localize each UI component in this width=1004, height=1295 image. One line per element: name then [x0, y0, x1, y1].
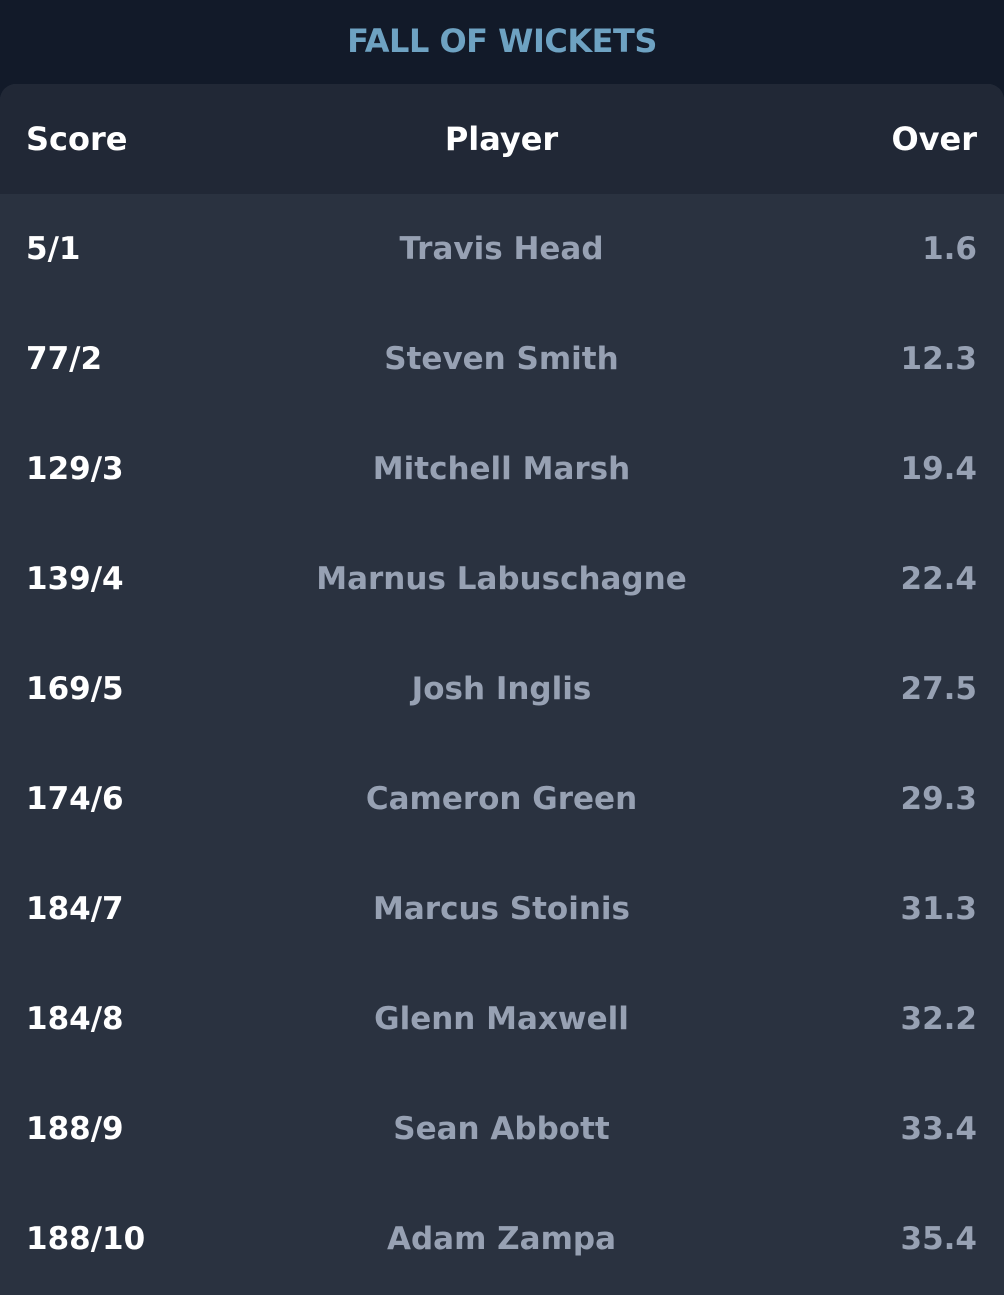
over-cell: 33.4: [900, 1111, 978, 1147]
column-header-player: Player: [444, 120, 559, 158]
player-cell: Josh Inglis: [411, 671, 592, 707]
over-cell: 35.4: [900, 1221, 978, 1257]
score-cell: 169/5: [26, 671, 124, 707]
player-cell: Adam Zampa: [386, 1221, 616, 1257]
table-row: 129/3 Mitchell Marsh 19.4: [0, 414, 1004, 524]
title-bar: FALL OF WICKETS: [0, 0, 1004, 84]
column-header-over: Over: [891, 120, 977, 158]
fall-of-wickets-table: Score Player Over 5/1 Travis Head 1.6 77…: [0, 84, 1004, 1295]
over-cell: 29.3: [900, 781, 978, 817]
table-row: 174/6 Cameron Green 29.3: [0, 744, 1004, 854]
table-row: 184/8 Glenn Maxwell 32.2: [0, 964, 1004, 1074]
player-cell: Sean Abbott: [393, 1111, 610, 1147]
over-cell: 27.5: [900, 671, 978, 707]
over-cell: 31.3: [900, 891, 978, 927]
table-row: 5/1 Travis Head 1.6: [0, 194, 1004, 304]
score-cell: 77/2: [26, 341, 103, 377]
score-cell: 5/1: [26, 231, 81, 267]
score-cell: 129/3: [26, 451, 124, 487]
over-cell: 1.6: [922, 231, 977, 267]
over-cell: 12.3: [900, 341, 978, 377]
table-row: 169/5 Josh Inglis 27.5: [0, 634, 1004, 744]
over-cell: 19.4: [900, 451, 978, 487]
table-row: 77/2 Steven Smith 12.3: [0, 304, 1004, 414]
player-cell: Steven Smith: [384, 341, 619, 377]
column-header-score: Score: [26, 120, 128, 158]
player-cell: Mitchell Marsh: [372, 451, 631, 487]
player-cell: Marnus Labuschagne: [316, 561, 687, 597]
score-cell: 188/9: [26, 1111, 124, 1147]
table-header: Score Player Over: [0, 84, 1004, 194]
table-row: 188/9 Sean Abbott 33.4: [0, 1074, 1004, 1184]
over-cell: 22.4: [900, 561, 978, 597]
score-cell: 188/10: [26, 1221, 146, 1257]
player-cell: Travis Head: [399, 231, 604, 267]
over-cell: 32.2: [900, 1001, 978, 1037]
score-cell: 184/8: [26, 1001, 124, 1037]
table-row: 139/4 Marnus Labuschagne 22.4: [0, 524, 1004, 634]
player-cell: Glenn Maxwell: [374, 1001, 629, 1037]
score-cell: 139/4: [26, 561, 124, 597]
page-title: FALL OF WICKETS: [347, 22, 657, 60]
score-cell: 174/6: [26, 781, 124, 817]
player-cell: Marcus Stoinis: [373, 891, 630, 927]
player-cell: Cameron Green: [365, 781, 638, 817]
table-row: 184/7 Marcus Stoinis 31.3: [0, 854, 1004, 964]
score-cell: 184/7: [26, 891, 124, 927]
table-row: 188/10 Adam Zampa 35.4: [0, 1184, 1004, 1294]
